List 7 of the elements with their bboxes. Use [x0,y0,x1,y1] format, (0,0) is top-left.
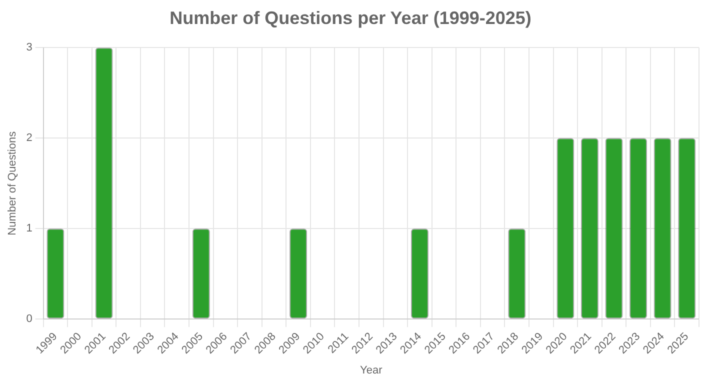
x-axis-title: Year [360,364,383,376]
y-tick-label: 0 [26,313,32,326]
y-tick-label: 3 [26,42,32,54]
y-axis-title: Number of Questions [6,130,19,236]
y-tick-label: 1 [26,222,32,235]
y-tick-label: 2 [26,132,32,144]
chart-title: Number of Questions per Year (1999-2025) [170,8,532,28]
